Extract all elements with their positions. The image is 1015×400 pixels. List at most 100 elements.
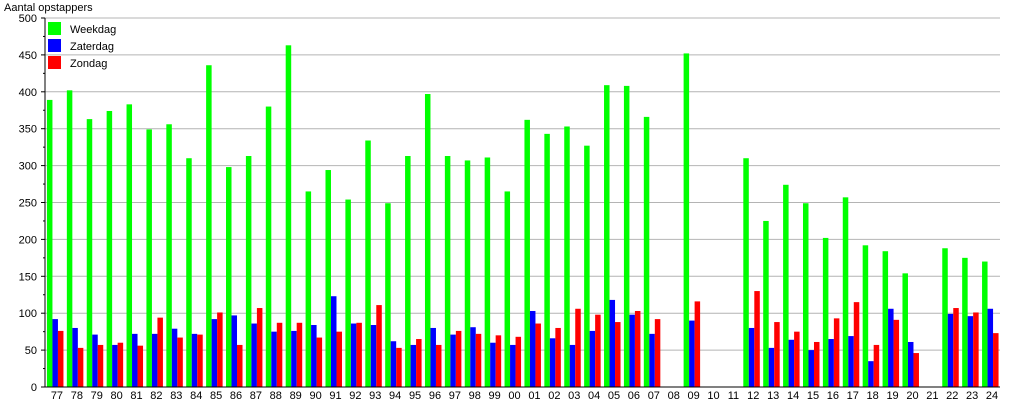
x-tick-label: 18 [867,390,879,400]
bars [46,45,999,388]
bar-zondag-90 [316,337,323,387]
bar-zondag-89 [296,322,303,387]
bar-zondag-86 [237,344,243,387]
x-tick-label: 78 [71,390,83,400]
gridlines [45,17,1000,351]
x-tick-label: 95 [409,390,421,400]
bar-weekdag-84 [186,158,192,387]
bar-weekdag-14 [783,184,789,387]
x-tick-label: 08 [668,390,680,400]
bar-zondag-23 [973,312,979,387]
bar-zondag-05 [615,322,621,387]
x-tick-label: 81 [130,390,142,400]
x-tick-label: 15 [807,390,819,400]
bar-weekdag-89 [285,45,292,387]
x-tick-label: 80 [111,390,123,400]
bar-weekdag-20 [902,273,908,387]
bar-weekdag-91 [325,170,331,387]
x-tick-label: 79 [91,390,103,400]
y-tick-label: 300 [19,161,37,173]
y-tick-label: 450 [19,50,37,62]
x-tick-label: 00 [508,390,520,400]
bar-zaterdag-06 [629,314,635,387]
x-tick-label: 12 [747,390,759,400]
legend: Weekdag Zaterdag Zondag [48,22,116,70]
bar-zondag-79 [97,344,104,387]
bar-zaterdag-22 [947,313,954,387]
x-tick-label: 93 [369,390,381,400]
bar-zondag-96 [435,344,442,387]
bar-zaterdag-12 [748,327,755,387]
bar-zaterdag-94 [390,341,397,387]
y-tick-label: 100 [19,308,37,320]
x-tick-label: 09 [687,390,699,400]
y-tick-label: 400 [19,87,37,99]
bar-zondag-18 [873,344,880,387]
x-tick-label: 90 [309,390,321,400]
bar-weekdag-82 [146,129,152,388]
bar-weekdag-09 [683,53,690,387]
x-tick-label: 02 [548,390,560,400]
y-tick-label: 500 [19,13,37,25]
bar-weekdag-17 [842,197,849,387]
bar-weekdag-01 [524,119,530,388]
legend-label-weekdag: Weekdag [70,24,116,36]
y-tick-label: 50 [25,345,37,357]
bar-zaterdag-79 [92,334,98,387]
bar-zondag-98 [475,333,482,387]
bar-weekdag-77 [46,99,53,387]
bar-weekdag-86 [226,167,232,387]
bar-zaterdag-19 [888,308,894,387]
x-tick-label: 13 [767,390,779,400]
bar-zondag-99 [495,335,502,387]
x-tick-label: 20 [906,390,918,400]
x-tick-label: 92 [349,390,361,400]
bar-zondag-81 [137,345,144,387]
bar-zaterdag-05 [609,299,616,387]
legend-swatch-zaterdag [48,39,61,52]
bar-zaterdag-01 [529,310,536,387]
bar-zaterdag-98 [470,327,476,387]
bar-zaterdag-80 [112,344,118,387]
x-tick-label: 07 [648,390,660,400]
bar-weekdag-07 [643,116,650,387]
bar-weekdag-18 [862,245,869,387]
bar-zondag-95 [416,339,422,387]
bar-zaterdag-15 [808,350,814,387]
bar-zondag-20 [913,353,919,387]
bar-zaterdag-95 [410,344,417,387]
bar-zondag-97 [455,330,462,387]
y-tick-label: 150 [19,271,37,283]
bar-weekdag-87 [245,156,252,387]
bar-weekdag-04 [584,145,590,387]
x-tick-label: 91 [329,390,341,400]
bar-zaterdag-16 [828,339,834,387]
bar-zaterdag-09 [689,320,695,387]
bar-zondag-06 [634,310,641,387]
bar-zaterdag-03 [569,344,576,387]
x-tick-label: 16 [827,390,839,400]
bar-zaterdag-87 [251,323,257,387]
bar-weekdag-24 [982,261,988,387]
bar-zondag-78 [77,347,84,387]
bar-weekdag-94 [385,203,391,387]
bar-weekdag-85 [206,65,212,388]
bar-zaterdag-97 [450,334,456,387]
bar-zaterdag-89 [291,330,297,387]
bar-zondag-22 [953,308,959,387]
bar-zaterdag-24 [987,308,994,387]
y-axis-label: Aantal opstappers [4,2,93,14]
x-tick-label: 97 [449,390,461,400]
x-tick-label: 22 [946,390,958,400]
y-tick-label: 200 [19,234,37,246]
legend-label-zaterdag: Zaterdag [70,41,114,53]
bar-zondag-07 [654,319,661,387]
bar-weekdag-19 [882,251,889,387]
bar-zaterdag-18 [868,361,874,387]
bar-zondag-85 [217,312,223,387]
x-tick-label: 06 [628,390,640,400]
x-tick-label: 04 [588,390,600,400]
x-tick-label: 14 [787,390,799,400]
bar-weekdag-96 [424,94,431,387]
bar-weekdag-90 [305,191,312,387]
